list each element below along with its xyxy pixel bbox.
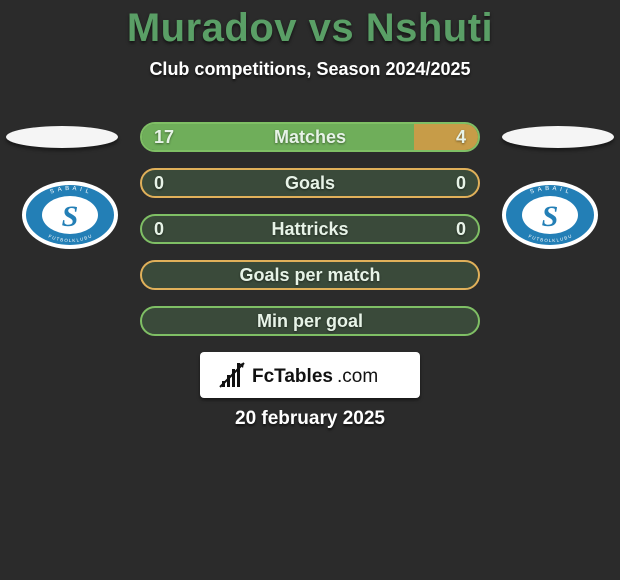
svg-text:FcTables: FcTables — [252, 366, 333, 387]
player-left-ellipse — [6, 126, 118, 148]
stat-value-left: 17 — [154, 124, 174, 150]
stat-label: Goals per match — [142, 262, 478, 288]
page-subtitle: Club competitions, Season 2024/2025 — [0, 59, 620, 80]
stat-value-right: 0 — [456, 216, 466, 242]
date-label: 20 february 2025 — [0, 408, 620, 430]
club-badge-right: S S A B A I L F U T B O L K L U B U — [500, 180, 600, 250]
comparison-card: Muradov vs Nshuti Club competitions, Sea… — [0, 0, 620, 580]
stat-label: Min per goal — [142, 308, 478, 334]
svg-text:.com: .com — [337, 366, 378, 387]
stat-value-right: 0 — [456, 170, 466, 196]
stat-row: Goals per match — [140, 260, 480, 290]
stat-row: Hattricks0 0 — [140, 214, 480, 244]
svg-text:S: S — [542, 200, 559, 233]
page-title: Muradov vs Nshuti — [0, 0, 620, 51]
svg-text:S: S — [62, 200, 79, 233]
stat-rows: Matches174Goals00Hattricks00Goals per ma… — [140, 122, 480, 352]
stat-row: Goals0 0 — [140, 168, 480, 198]
stat-row: Min per goal — [140, 306, 480, 336]
player-right-ellipse — [502, 126, 614, 148]
stat-label: Hattricks — [142, 216, 478, 242]
stat-label: Goals — [142, 170, 478, 196]
stat-value-right: 4 — [456, 124, 466, 150]
stat-label: Matches — [142, 124, 478, 150]
stat-value-left: 0 — [154, 216, 164, 242]
source-logo: FcTables .com — [200, 352, 420, 398]
club-badge-left: S S A B A I L F U T B O L K L U B U — [20, 180, 120, 250]
stat-value-left: 0 — [154, 170, 164, 196]
stat-row: Matches17 4 — [140, 122, 480, 152]
